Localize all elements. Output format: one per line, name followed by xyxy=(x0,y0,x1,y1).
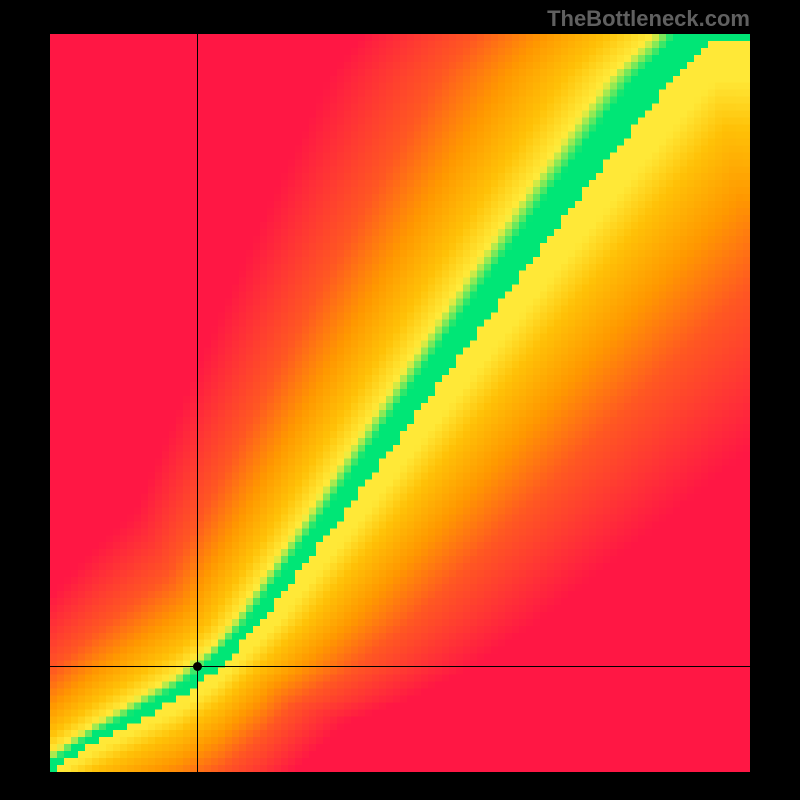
bottleneck-heatmap xyxy=(50,34,750,772)
chart-container: { "source_label": "TheBottleneck.com", "… xyxy=(0,0,800,800)
crosshair-horizontal xyxy=(50,666,750,667)
watermark-label: TheBottleneck.com xyxy=(547,6,750,32)
